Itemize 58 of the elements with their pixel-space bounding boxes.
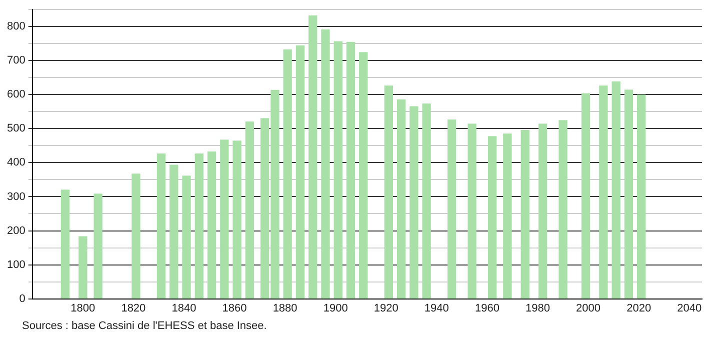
x-tick-label: 2020	[626, 302, 652, 314]
x-tick-label: 1940	[424, 302, 449, 314]
bar	[503, 133, 512, 299]
y-tick-label: 100	[6, 258, 26, 271]
bar	[156, 154, 166, 299]
y-tick-label: 0	[19, 292, 26, 305]
bar	[410, 106, 418, 299]
bar	[581, 93, 590, 299]
bar	[132, 174, 140, 299]
y-tick-label: 400	[6, 156, 26, 169]
x-tick-label: 1840	[172, 302, 196, 314]
bar	[170, 164, 178, 299]
bar	[308, 15, 318, 299]
bar	[612, 81, 620, 299]
y-tick-label: 300	[6, 190, 26, 203]
bar	[468, 124, 476, 299]
bar	[232, 140, 242, 299]
bar	[558, 120, 568, 299]
bar	[448, 120, 456, 299]
y-tick-label: 600	[6, 88, 26, 101]
x-tick-label: 1900	[323, 302, 348, 314]
source-note: Sources : base Cassini de l'EHESS et base Insee.	[22, 320, 268, 332]
x-tick-label: 2040	[677, 302, 702, 314]
x-tick-label: 1800	[70, 302, 96, 314]
bar	[78, 236, 88, 299]
bar	[488, 136, 497, 299]
x-tick-label: 1860	[222, 302, 247, 314]
bar	[296, 45, 305, 299]
bar	[384, 85, 393, 299]
x-tick-label: 1960	[474, 302, 500, 314]
bar	[334, 41, 342, 299]
bar	[346, 42, 356, 299]
bar	[182, 176, 191, 299]
bar	[60, 190, 70, 299]
x-tick-label: 2000	[576, 302, 601, 314]
bar	[538, 124, 548, 299]
bar	[637, 94, 646, 299]
y-tick-label: 700	[6, 54, 26, 67]
bar	[321, 29, 330, 299]
bar	[599, 85, 608, 299]
bar	[220, 140, 229, 299]
bar	[359, 52, 368, 299]
bar	[422, 104, 431, 299]
bar	[283, 49, 292, 299]
bar	[194, 154, 204, 299]
x-tick-label: 1980	[526, 302, 550, 314]
y-tick-label: 800	[6, 20, 26, 33]
bar	[396, 99, 406, 299]
y-tick-label: 200	[6, 224, 26, 237]
bar	[207, 151, 216, 299]
bar	[520, 130, 530, 299]
bar	[624, 90, 634, 299]
y-tick-label: 500	[6, 122, 26, 135]
bar	[94, 194, 102, 299]
bar	[245, 122, 254, 299]
x-tick-label: 1820	[121, 302, 146, 314]
x-tick-label: 1920	[374, 302, 398, 314]
x-tick-label: 1880	[272, 302, 298, 314]
